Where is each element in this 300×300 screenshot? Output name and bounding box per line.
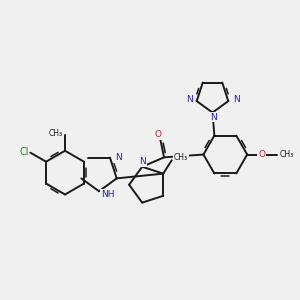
Text: N: N	[210, 112, 217, 122]
Text: CH₃: CH₃	[279, 150, 293, 159]
Text: Cl: Cl	[19, 146, 28, 157]
Text: CH₃: CH₃	[174, 154, 188, 163]
Text: O: O	[155, 130, 162, 139]
Text: N: N	[233, 95, 240, 104]
Text: NH: NH	[101, 190, 114, 199]
Text: CH₃: CH₃	[49, 128, 63, 137]
Text: N: N	[186, 95, 193, 104]
Text: N: N	[140, 157, 146, 166]
Text: N: N	[115, 153, 122, 162]
Text: O: O	[258, 150, 265, 159]
